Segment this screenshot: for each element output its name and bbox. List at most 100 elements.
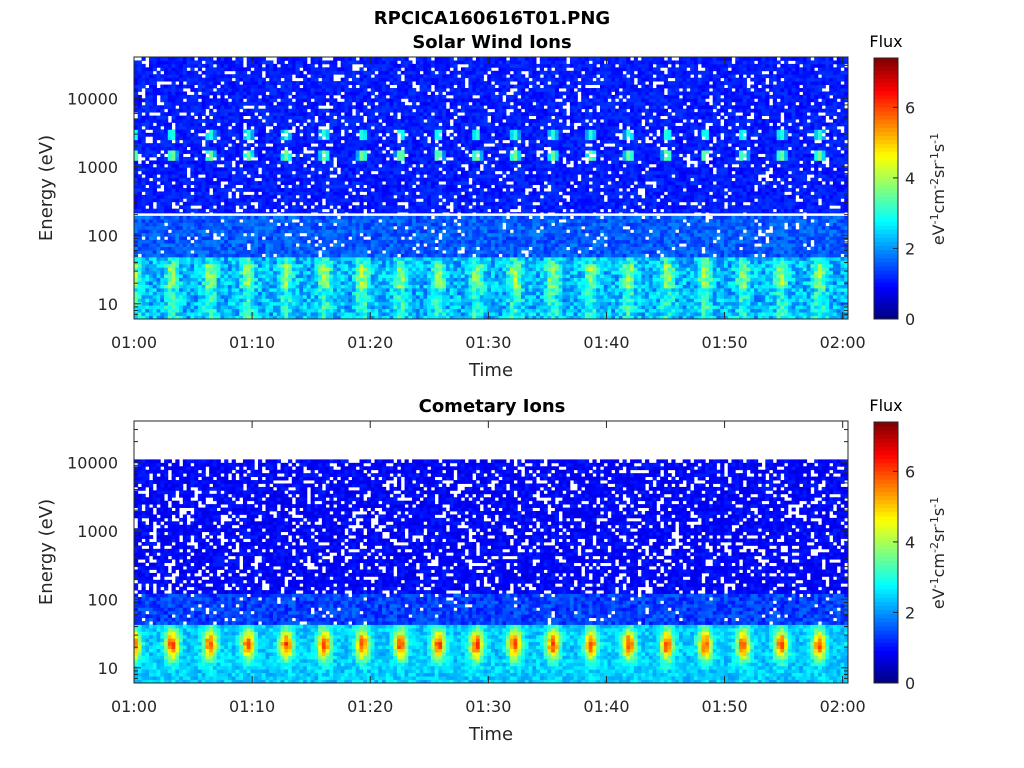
heatmap-cell — [288, 229, 293, 234]
heatmap-cell — [194, 219, 199, 223]
heatmap-cell — [288, 315, 293, 320]
heatmap-cell — [190, 60, 195, 65]
heatmap-cell — [288, 287, 293, 292]
heatmap-cell — [145, 150, 150, 154]
heatmap-cell — [261, 57, 266, 61]
heatmap-cell — [374, 239, 379, 244]
heatmap-cell — [363, 281, 368, 285]
heatmap-cell — [261, 177, 266, 182]
heatmap-cell — [164, 112, 169, 117]
heatmap-cell — [167, 301, 172, 306]
heatmap-cell — [359, 81, 364, 85]
heatmap-cell — [393, 253, 398, 258]
heatmap-cell — [205, 174, 210, 179]
heatmap-cell — [389, 270, 394, 275]
heatmap-cell — [269, 198, 274, 203]
heatmap-cell — [246, 150, 251, 154]
heatmap-cell — [382, 60, 387, 65]
heatmap-cell — [156, 284, 161, 289]
heatmap-cell — [171, 198, 176, 203]
heatmap-cell — [235, 57, 240, 61]
heatmap-cell — [291, 57, 296, 61]
heatmap-cell — [209, 198, 214, 203]
heatmap-cell — [197, 184, 203, 189]
heatmap-cell — [344, 125, 349, 130]
heatmap-cell — [175, 236, 180, 241]
heatmap-cell — [351, 291, 357, 296]
heatmap-cell — [355, 287, 360, 292]
heatmap-cell — [175, 132, 180, 137]
heatmap-cell — [400, 287, 405, 292]
heatmap-cell — [370, 191, 375, 196]
heatmap-cell — [299, 239, 304, 244]
heatmap-cell — [250, 108, 255, 113]
heatmap-cell — [393, 170, 398, 175]
heatmap-cell — [374, 81, 379, 85]
heatmap-cell — [175, 184, 180, 189]
heatmap-cell — [295, 236, 300, 241]
heatmap-cell — [303, 253, 308, 258]
heatmap-cell — [220, 287, 225, 292]
heatmap-cell — [205, 146, 210, 151]
heatmap-cell — [137, 270, 142, 275]
heatmap-cell — [374, 84, 379, 89]
heatmap-cell — [291, 101, 296, 106]
heatmap-cell — [209, 208, 214, 213]
heatmap-cell — [261, 101, 266, 106]
heatmap-cell — [280, 215, 285, 220]
heatmap-cell — [235, 70, 240, 75]
heatmap-cell — [370, 81, 375, 85]
heatmap-cell — [250, 294, 255, 299]
heatmap-cell — [344, 184, 349, 189]
heatmap-cell — [310, 184, 315, 189]
heatmap-cell — [325, 274, 330, 279]
heatmap-cell — [276, 294, 281, 299]
heatmap-cell — [152, 219, 157, 223]
heatmap-cell — [205, 84, 210, 89]
heatmap-cell — [246, 119, 251, 123]
heatmap-cell — [152, 208, 157, 213]
heatmap-cell — [235, 263, 240, 268]
heatmap-cell — [265, 253, 270, 258]
heatmap-cell — [306, 267, 312, 272]
heatmap-cell — [393, 143, 398, 148]
heatmap-cell — [194, 60, 199, 65]
heatmap-cell — [216, 294, 221, 299]
heatmap-cell — [389, 208, 394, 213]
heatmap-cell — [310, 287, 315, 292]
heatmap-cell — [374, 287, 379, 292]
heatmap-cell — [363, 305, 368, 310]
heatmap-cell — [291, 291, 296, 296]
heatmap-cell — [209, 129, 214, 134]
heatmap-cell — [329, 101, 334, 106]
heatmap-cell — [235, 136, 240, 141]
heatmap-cell — [137, 219, 142, 223]
heatmap-cell — [303, 115, 308, 120]
heatmap-cell — [141, 201, 146, 206]
heatmap-cell — [273, 167, 278, 172]
heatmap-cell — [250, 239, 255, 244]
heatmap-cell — [246, 91, 251, 96]
heatmap-cell — [291, 184, 296, 189]
heatmap-cell — [374, 315, 379, 320]
heatmap-cell — [374, 156, 379, 161]
heatmap-cell — [363, 246, 368, 251]
heatmap-cell — [382, 198, 387, 203]
heatmap-cell — [374, 98, 379, 103]
heatmap-cell — [280, 174, 285, 179]
heatmap-cell — [329, 219, 334, 223]
heatmap-cell — [242, 308, 248, 313]
heatmap-cell — [295, 112, 300, 117]
heatmap-cell — [280, 167, 285, 172]
heatmap-cell — [351, 60, 357, 65]
heatmap-cell — [400, 122, 405, 127]
heatmap-cell — [220, 170, 225, 175]
heatmap-cell — [295, 105, 300, 110]
heatmap-cell — [291, 246, 296, 251]
heatmap-cell — [224, 139, 229, 144]
heatmap-cell — [220, 160, 225, 165]
heatmap-cell — [194, 122, 199, 127]
heatmap-cell — [355, 177, 360, 182]
heatmap-cell — [246, 60, 251, 65]
heatmap-cell — [348, 191, 353, 196]
